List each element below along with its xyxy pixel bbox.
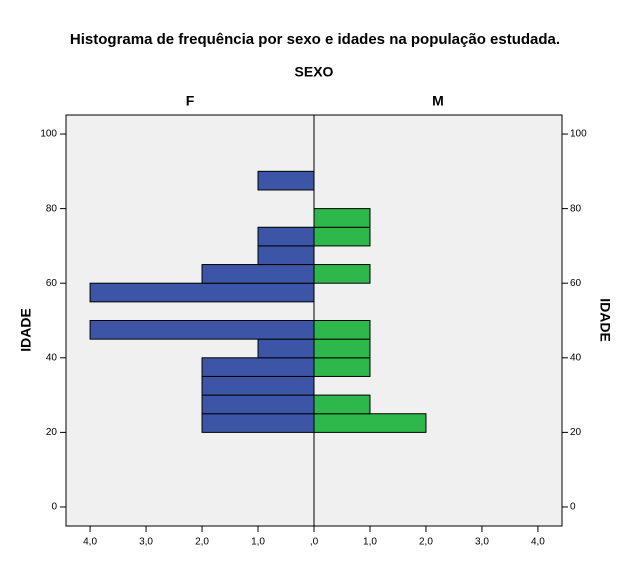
y-tick-label: 0 xyxy=(570,502,576,513)
y-tick-label: 80 xyxy=(570,203,582,214)
x-tick-label: 2,0 xyxy=(195,537,209,548)
bar xyxy=(201,264,315,284)
y-tick-label: 80 xyxy=(46,203,58,214)
x-tick-label: 1,0 xyxy=(363,537,377,548)
bar xyxy=(89,282,315,303)
y-tick-label: 20 xyxy=(570,427,582,438)
x-tick-label: 4,0 xyxy=(83,537,97,548)
bar xyxy=(313,394,371,415)
y-tick-label: 20 xyxy=(46,427,58,438)
panel-label: F xyxy=(186,93,195,109)
bar xyxy=(313,264,371,284)
x-tick-label: 3,0 xyxy=(475,537,489,548)
bar xyxy=(89,320,315,340)
bar xyxy=(257,170,315,191)
x-tick-label: 4,0 xyxy=(531,537,545,548)
bar xyxy=(313,320,371,340)
chart-title: Histograma de frequência por sexo e idad… xyxy=(70,31,560,48)
bar xyxy=(313,413,427,433)
bar xyxy=(313,226,371,247)
bar xyxy=(257,226,315,247)
y-tick-label: 40 xyxy=(570,352,582,363)
bar xyxy=(313,357,371,377)
y-axis-label: IDADE xyxy=(597,298,613,342)
bar xyxy=(201,413,315,433)
y-tick-label: 100 xyxy=(40,129,57,140)
y-axis-label: IDADE xyxy=(18,308,34,352)
x-tick-label: ,0 xyxy=(310,537,319,548)
y-tick-label: 60 xyxy=(570,278,582,289)
bar xyxy=(257,338,315,359)
panel-title: SEXO xyxy=(295,64,334,80)
bar xyxy=(313,208,371,228)
x-tick-label: 1,0 xyxy=(251,537,265,548)
bar xyxy=(313,338,371,359)
y-tick-label: 100 xyxy=(570,129,587,140)
bar xyxy=(257,245,315,266)
y-tick-label: 0 xyxy=(51,502,57,513)
bar xyxy=(201,375,315,396)
x-tick-label: 2,0 xyxy=(419,537,433,548)
y-tick-label: 40 xyxy=(46,352,58,363)
x-tick-label: 3,0 xyxy=(139,537,153,548)
bar xyxy=(201,394,315,415)
bar xyxy=(201,357,315,377)
panel-label: M xyxy=(432,93,444,109)
y-tick-label: 60 xyxy=(46,278,58,289)
